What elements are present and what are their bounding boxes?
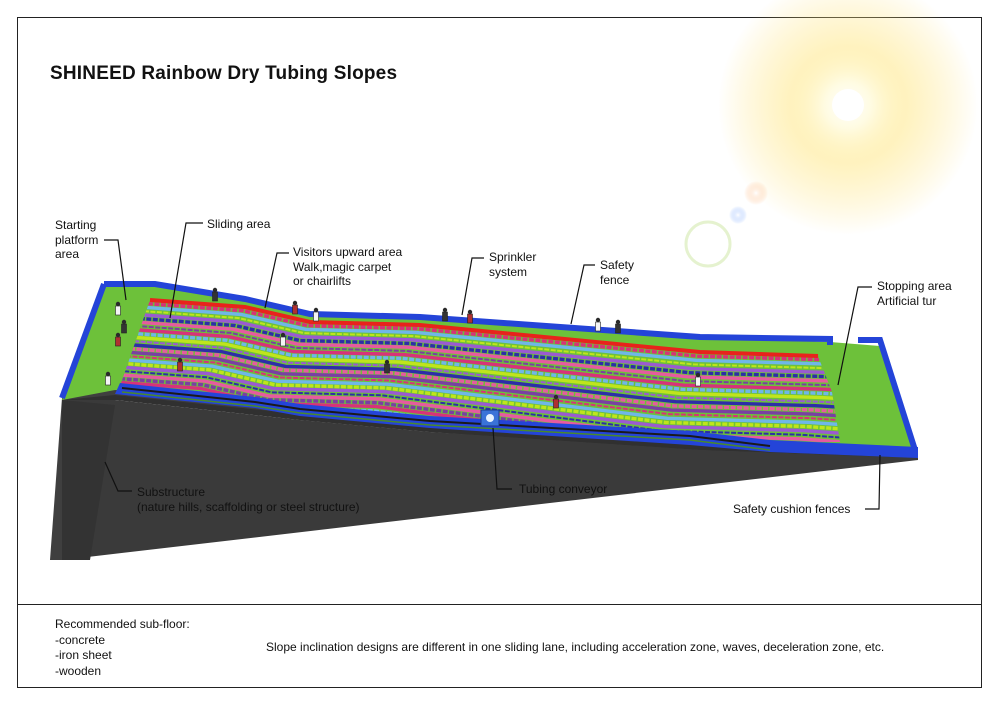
label-substructure: Substructure (nature hills, scaffolding …: [137, 485, 360, 514]
label-line: Substructure: [137, 485, 206, 499]
safety-fence-back: [104, 281, 833, 345]
lane-stripe: [120, 354, 840, 423]
subfloor-list: Recommended sub-floor: -concrete -iron s…: [55, 617, 190, 679]
label-line: Safety: [600, 258, 635, 272]
lane-stripe: [123, 346, 840, 415]
label-line: Sprinkler: [489, 250, 537, 264]
visitor-figure-icon: [553, 394, 559, 409]
subfloor-item: -iron sheet: [55, 648, 112, 662]
label-line: Artificial tur: [877, 293, 937, 308]
lane-stripe: [129, 335, 840, 402]
label-safety-fence: Safety fence: [600, 258, 634, 287]
label-line: Stopping area: [877, 279, 952, 293]
visitor-figure-icon: [467, 309, 473, 324]
label-tubing-conveyor: Tubing conveyor: [519, 482, 608, 496]
red-edge: [149, 298, 819, 358]
lane-stripe: [125, 342, 840, 411]
label-visitors-upward: Visitors upward area Walk,magic carpet o…: [293, 245, 402, 289]
label-line: fence: [600, 272, 630, 287]
subfloor-item: -wooden: [55, 663, 102, 678]
visitor-figure-icon: [212, 287, 218, 302]
visitor-figure-icon: [292, 300, 298, 315]
visitor-figure-icon: [115, 332, 121, 347]
visitor-figure-icon: [177, 357, 183, 372]
lane-stripe: [131, 331, 840, 397]
subfloor-title: Recommended sub-floor:: [55, 617, 190, 631]
sun-glare-icon: [684, 0, 978, 268]
visitor-figure-icon: [442, 307, 448, 322]
label-line: Walk,magic carpet: [293, 259, 392, 274]
subfloor-item: -concrete: [55, 632, 106, 647]
leader-lines: [104, 222, 881, 510]
label-sliding-area: Sliding area: [207, 217, 271, 231]
lane-stripe: [120, 369, 840, 440]
visitor-figure-icon: [615, 319, 621, 334]
label-line: system: [489, 264, 528, 279]
visitor-figure-icon: [595, 317, 601, 332]
substructure-hill: [62, 400, 918, 560]
lane-stripe: [121, 350, 840, 419]
label-safety-cushion: Safety cushion fences: [733, 502, 851, 516]
safety-fence-left: [59, 282, 107, 400]
visitor-figure-icon: [695, 372, 701, 387]
visitor-figures: [105, 287, 701, 409]
conveyor-belt-line: [121, 387, 771, 447]
label-line: area: [55, 247, 80, 261]
design-note: Slope inclination designs are different …: [266, 640, 885, 654]
label-line: Visitors upward area: [293, 245, 403, 259]
footer-divider: [17, 604, 982, 605]
lane-stripe: [120, 364, 840, 437]
page-title: SHINEED Rainbow Dry Tubing Slopes: [50, 63, 398, 84]
outer-frame: [17, 17, 982, 688]
lane-stripe: [120, 376, 840, 442]
label-starting-platform: Starting platform area: [55, 218, 98, 262]
lane-stripe: [135, 324, 840, 388]
label-line: (nature hills, scaffolding or steel stru…: [137, 499, 360, 514]
visitor-figure-icon: [105, 371, 111, 386]
safety-fence-right: [858, 337, 918, 451]
label-line: or chairlifts: [293, 274, 352, 288]
label-line: Starting: [55, 218, 97, 232]
visitor-figure-icon: [313, 307, 319, 322]
label-line: platform: [55, 232, 99, 247]
lane-stripe: [127, 339, 840, 406]
label-stopping-area: Stopping area Artificial tur: [877, 279, 952, 308]
visitor-figure-icon: [280, 332, 286, 347]
lane-stripe: [120, 379, 840, 442]
visitor-figure-icon: [115, 301, 121, 316]
lane-stripe: [120, 357, 840, 428]
lane-stripe: [120, 372, 840, 442]
conveyor-logo-icon: [480, 409, 500, 427]
visitor-figure-icon: [384, 359, 390, 374]
label-sprinkler: Sprinkler system: [489, 250, 536, 279]
lane-stripe: [133, 327, 840, 393]
lane-stripe: [120, 361, 840, 432]
visitor-figure-icon: [121, 319, 127, 334]
